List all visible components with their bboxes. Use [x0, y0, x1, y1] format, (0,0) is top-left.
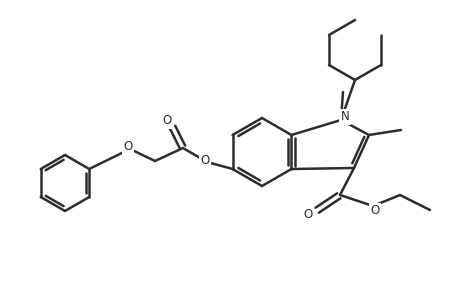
Text: O: O [303, 207, 313, 220]
Text: O: O [162, 115, 172, 128]
Text: O: O [200, 153, 210, 166]
Text: N: N [341, 110, 349, 123]
Text: O: O [370, 205, 379, 218]
Text: O: O [123, 140, 132, 153]
